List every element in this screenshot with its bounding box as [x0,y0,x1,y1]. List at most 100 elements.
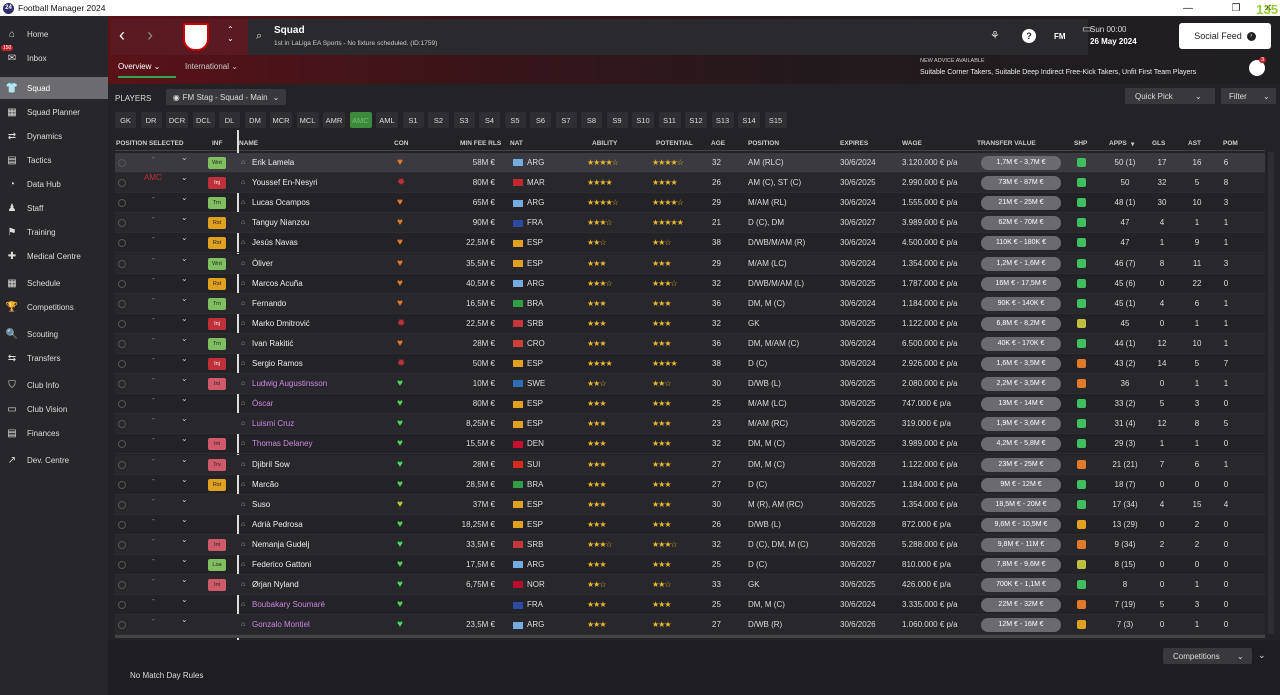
select-checkbox[interactable] [118,400,126,409]
position-filter-gk[interactable]: GK [115,112,136,128]
select-checkbox[interactable] [118,179,126,188]
player-name[interactable]: Óliver [252,258,273,268]
table-row[interactable]: - ⌄ Inj ⌂ Sergio Ramos ✹ 50M € ESP ★★★★ ★★★★ 38 D (… [115,354,1265,374]
player-name[interactable]: Marcão [252,479,279,489]
table-row[interactable]: - ⌄ Trn ⌂ Ivan Rakitić ♥ 28M € CRO ★★★ ★★★ 36 DM, M… [115,333,1265,354]
trophy-icon[interactable]: ⚘ [990,30,1000,42]
restore-icon[interactable]: ❐ [1231,2,1241,14]
chevron-down-icon[interactable]: ⌄ [181,575,188,585]
position-filter-s8[interactable]: S8 [581,112,602,128]
player-name[interactable]: Ludwig Augustinsson [252,379,328,389]
player-name[interactable]: Marcos Acuña [252,278,303,288]
player-name[interactable]: Nemanja Gudelj [252,539,310,549]
position-selected[interactable]: - [152,233,155,243]
position-filter-amr[interactable]: AMR [323,112,345,128]
chevron-down-icon[interactable]: ⌄ [181,595,188,605]
position-filter-s4[interactable]: S4 [479,112,500,128]
position-selected[interactable]: - [152,534,155,544]
select-checkbox[interactable] [118,380,126,389]
player-name[interactable]: Thomas Delaney [252,439,313,449]
chevron-down-icon[interactable]: ⌄ [181,514,188,524]
table-row[interactable]: - ⌄ Loa ⌂ Federico Gattoni ♥ 17,5M € ARG ★★★ ★★★ 2… [115,555,1265,575]
col-shp[interactable]: SHP [1074,140,1088,147]
table-row[interactable]: - ⌄ Int ⌂ Thomas Delaney ♥ 15,5M € DEN ★★★ ★★★ 32 D… [115,434,1265,455]
position-filter-s13[interactable]: S13 [711,112,734,128]
sidebar-item-home[interactable]: ⌂ Home [0,23,108,45]
table-row[interactable]: - ⌄ Rst ⌂ Marcão ♥ 28,5M € BRA ★★★ ★★★ 27 D (C) 30/6… [115,475,1265,495]
view-select[interactable]: ◉ FM Stag - Squad - Main ⌄ [166,89,286,105]
position-filter-s9[interactable]: S9 [606,112,628,128]
col-nat[interactable]: NAT [510,140,523,147]
table-row[interactable]: - ⌄ Rst ⌂ Marcos Acuña ♥ 40,5M € ARG ★★★☆ ★★★☆ 32 D… [115,274,1265,294]
select-checkbox[interactable] [118,460,126,469]
position-selected[interactable]: - [152,394,155,404]
chevron-down-icon[interactable]: ⌄ [181,153,188,162]
col-pos[interactable]: POSITION [748,140,780,147]
select-checkbox[interactable] [118,520,126,529]
position-selected[interactable]: - [152,474,155,484]
position-filter-s14[interactable]: S14 [738,112,760,128]
sidebar-item-scouting[interactable]: 🔍 Scouting [0,323,108,345]
position-filter-dcl[interactable]: DCL [192,112,215,128]
position-filter-amc[interactable]: AMC [349,112,372,128]
select-checkbox[interactable] [118,239,126,248]
col-position-selected[interactable]: POSITION SELECTED [116,140,184,147]
position-filter-mcl[interactable]: MCL [296,112,319,128]
chevron-down-icon[interactable]: ⌄ [181,293,188,303]
chevron-down-icon[interactable]: ⌄ [181,474,188,484]
table-row[interactable]: - ⌄ ⌂ Gonzalo Montiel ♥ 23,5M € ARG ★★★ ★★★ 27 D/W… [115,615,1265,636]
chevron-down-icon[interactable]: ⌄ [181,233,188,243]
position-selected[interactable]: - [152,213,155,223]
position-selected[interactable]: - [152,555,155,564]
position-filter-dr[interactable]: DR [140,112,162,128]
chevron-down-icon[interactable]: ⌄ [181,193,188,203]
col-gls[interactable]: GLS [1152,140,1166,147]
table-row[interactable]: - ⌄ Wnt ⌂ Erik Lamela ♥ 58M € ARG ★★★★☆ ★★★★☆ 32 AM… [115,153,1265,173]
sidebar-item-finances[interactable]: ▤ Finances [0,422,108,444]
chevron-down-icon[interactable]: ⌄ [181,454,188,464]
sidebar-item-dynamics[interactable]: ⇄ Dynamics [0,125,108,147]
table-row[interactable]: - ⌄ Int ⌂ Ludwig Augustinsson ♥ 10M € SWE ★★☆ ★★☆… [115,374,1265,395]
chevron-down-icon[interactable]: ⌄ [181,615,188,625]
position-filter-aml[interactable]: AML [376,112,398,128]
select-checkbox[interactable] [118,561,126,569]
chevron-down-icon[interactable]: ⌄ [181,434,188,444]
player-name[interactable]: Adrià Pedrosa [252,519,303,529]
sidebar-item-staff[interactable]: ♟ Staff [0,197,108,219]
position-selected[interactable]: - [152,153,155,162]
position-selected[interactable]: - [152,354,155,363]
col-name[interactable]: NAME [239,140,259,147]
filter-button[interactable]: Filter ⌄ [1221,88,1276,104]
position-selected[interactable]: - [152,313,155,323]
sidebar-item-transfers[interactable]: ⇆ Transfers [0,347,108,369]
table-row[interactable]: AMC ⌄ Inj ⌂ Youssef En-Nesyri ✹ 80M € MAR ★★★★ ★★… [115,173,1265,194]
player-name[interactable]: Erik Lamela [252,158,295,167]
player-name[interactable]: Sergio Ramos [252,359,303,368]
position-selected[interactable]: - [152,374,155,384]
close-icon[interactable]: ✕ [1263,2,1273,14]
select-checkbox[interactable] [118,299,126,308]
chevron-down-icon[interactable]: ⌄ [181,253,188,263]
search-icon[interactable]: ⌕ [256,30,263,42]
table-row[interactable]: - ⌄ Int ⌂ Ørjan Nyland ♥ 6,75M € NOR ★★☆ ★★☆ 33 GK 3… [115,575,1265,596]
player-name[interactable]: Djibril Sow [252,459,290,469]
select-checkbox[interactable] [118,480,126,489]
table-row[interactable]: - ⌄ ⌂ Suso ♥ 37M € ESP ★★★ ★★★ 30 M (R), AM (RC) 30… [115,494,1265,515]
position-filter-dcr[interactable]: DCR [166,112,188,128]
social-feed-button[interactable]: Social Feed › [1179,23,1271,49]
sidebar-item-squad[interactable]: 👕 Squad [0,77,108,99]
select-checkbox[interactable] [118,360,126,368]
select-checkbox[interactable] [118,319,126,328]
select-checkbox[interactable] [118,621,126,630]
scrollbar[interactable] [1268,152,1274,634]
player-name[interactable]: Óscar [252,399,274,409]
chevron-down-icon[interactable]: ⌄ [181,273,188,283]
chevron-down-icon[interactable]: ⌄ [181,534,188,544]
position-selected[interactable]: - [152,414,155,424]
club-crest-icon[interactable] [183,23,209,51]
position-filter-s3[interactable]: S3 [453,112,475,128]
table-row[interactable]: - ⌄ Trn ⌂ Fernando ♥ 16,5M € BRA ★★★ ★★★ 36 DM, M (… [115,293,1265,314]
position-selected[interactable]: - [152,273,155,283]
position-selected[interactable]: AMC [144,173,162,183]
horizontal-scrollbar[interactable] [115,635,1265,638]
